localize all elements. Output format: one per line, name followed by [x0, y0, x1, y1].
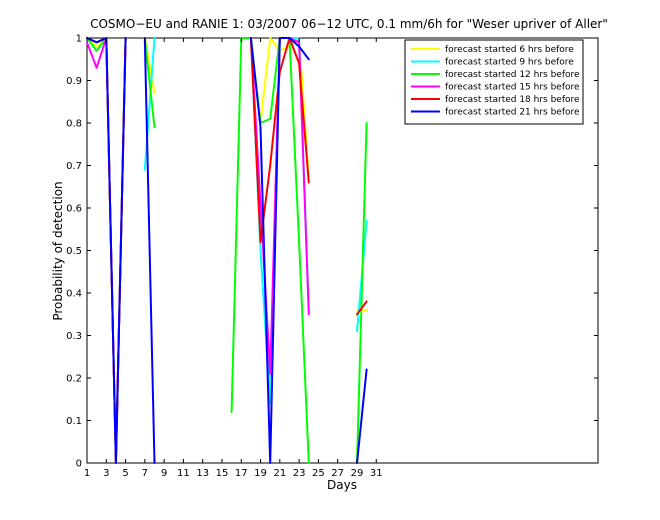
- x-tick-label-10: 21: [273, 468, 286, 479]
- y-tick-label-1: 0.1: [66, 416, 82, 427]
- y-tick-label-7: 0.7: [66, 161, 82, 172]
- y-tick-label-6: 0.6: [66, 204, 82, 215]
- legend: forecast started 6 hrs before forecast st…: [404, 39, 584, 125]
- x-tick-label-12: 25: [312, 468, 325, 479]
- y-tick-label-10: 1: [76, 34, 82, 45]
- x-tick-label-13: 27: [331, 468, 344, 479]
- y-tick-label-4: 0.4: [66, 289, 82, 300]
- x-tick-label-15: 31: [370, 468, 383, 479]
- legend-label-1: forecast started 9 hrs before: [445, 58, 574, 68]
- y-tick-label-2: 0.2: [66, 374, 82, 385]
- legend-items: forecast started 6 hrs before forecast st…: [411, 45, 580, 118]
- legend-label-5: forecast started 21 hrs before: [445, 108, 580, 118]
- y-axis-title: Probability of detection: [51, 181, 65, 320]
- x-tick-label-1: 3: [103, 468, 109, 479]
- legend-box: [404, 39, 584, 125]
- x-tick-label-8: 17: [235, 468, 248, 479]
- chart-title: COSMO−EU and RANIE 1: 03/2007 06−12 UTC,…: [90, 17, 608, 31]
- axes-layer: 1 3 5 7 9 11 13 15 17 19 21 23 25 27 29 3100.10.20.30.4…: [66, 34, 598, 479]
- y-tick-label-8: 0.8: [66, 119, 82, 130]
- x-tick-label-9: 19: [254, 468, 267, 479]
- x-axis-title: Days: [327, 478, 357, 492]
- y-tick-label-0: 0: [76, 459, 82, 470]
- legend-label-0: forecast started 6 hrs before: [445, 45, 574, 55]
- y-tick-label-5: 0.5: [66, 246, 82, 257]
- legend-label-4: forecast started 18 hrs before: [445, 95, 580, 105]
- x-tick-label-14: 29: [351, 468, 364, 479]
- y-tick-label-3: 0.3: [66, 331, 82, 342]
- y-tick-label-9: 0.9: [66, 76, 82, 87]
- x-tick-label-0: 1: [84, 468, 90, 479]
- legend-label-3: forecast started 15 hrs before: [445, 83, 580, 93]
- x-tick-label-3: 7: [142, 468, 148, 479]
- x-tick-label-4: 9: [161, 468, 167, 479]
- x-tick-label-7: 15: [216, 468, 229, 479]
- x-tick-label-6: 13: [196, 468, 209, 479]
- x-tick-label-2: 5: [122, 468, 128, 479]
- legend-label-2: forecast started 12 hrs before: [445, 70, 580, 80]
- x-tick-label-5: 11: [177, 468, 190, 479]
- x-tick-label-11: 23: [293, 468, 306, 479]
